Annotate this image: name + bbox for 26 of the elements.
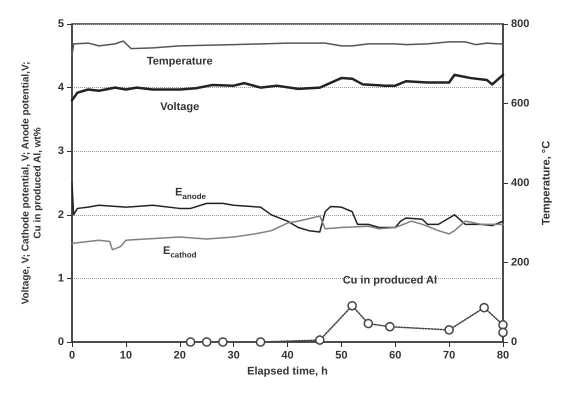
x-tick-label: 60 bbox=[389, 350, 402, 362]
series-label: Voltage bbox=[160, 101, 200, 114]
series-label: Cu in produced Al bbox=[342, 274, 438, 286]
x-tick-label: 10 bbox=[120, 350, 132, 362]
y2-tick-label: 0 bbox=[511, 336, 518, 348]
y-tick-label: 5 bbox=[58, 18, 64, 30]
y2-tick-label: 400 bbox=[511, 177, 530, 189]
y2-axis-title: Temperature, °C bbox=[540, 140, 552, 226]
y2-tick-label: 200 bbox=[511, 256, 530, 268]
x-tick-label: 30 bbox=[228, 350, 240, 362]
y-tick-label: 1 bbox=[58, 272, 64, 284]
y-tick-label: 2 bbox=[58, 208, 64, 221]
x-axis-title: Elapsed time, h bbox=[247, 366, 328, 378]
y2-tick-label: 800 bbox=[511, 18, 530, 30]
x-tick-label: 20 bbox=[174, 350, 186, 362]
y-tick-label: 0 bbox=[58, 336, 64, 348]
x-tick-label: 50 bbox=[335, 350, 348, 362]
x-tick-label: 0 bbox=[68, 350, 76, 362]
y-axis-title: Voltage, V; Cathode potential, V; Anode potential,V; Cu in produced Al, wt% bbox=[20, 62, 44, 304]
series-label: Temperature bbox=[146, 55, 213, 68]
y-tick-label: 3 bbox=[58, 145, 64, 158]
x-tick-label: 40 bbox=[281, 350, 294, 362]
y-tick-label: 4 bbox=[58, 82, 65, 94]
x-tick-label: 80 bbox=[496, 350, 510, 362]
y2-tick-label: 600 bbox=[511, 98, 530, 110]
x-tick-label: 70 bbox=[443, 350, 456, 362]
